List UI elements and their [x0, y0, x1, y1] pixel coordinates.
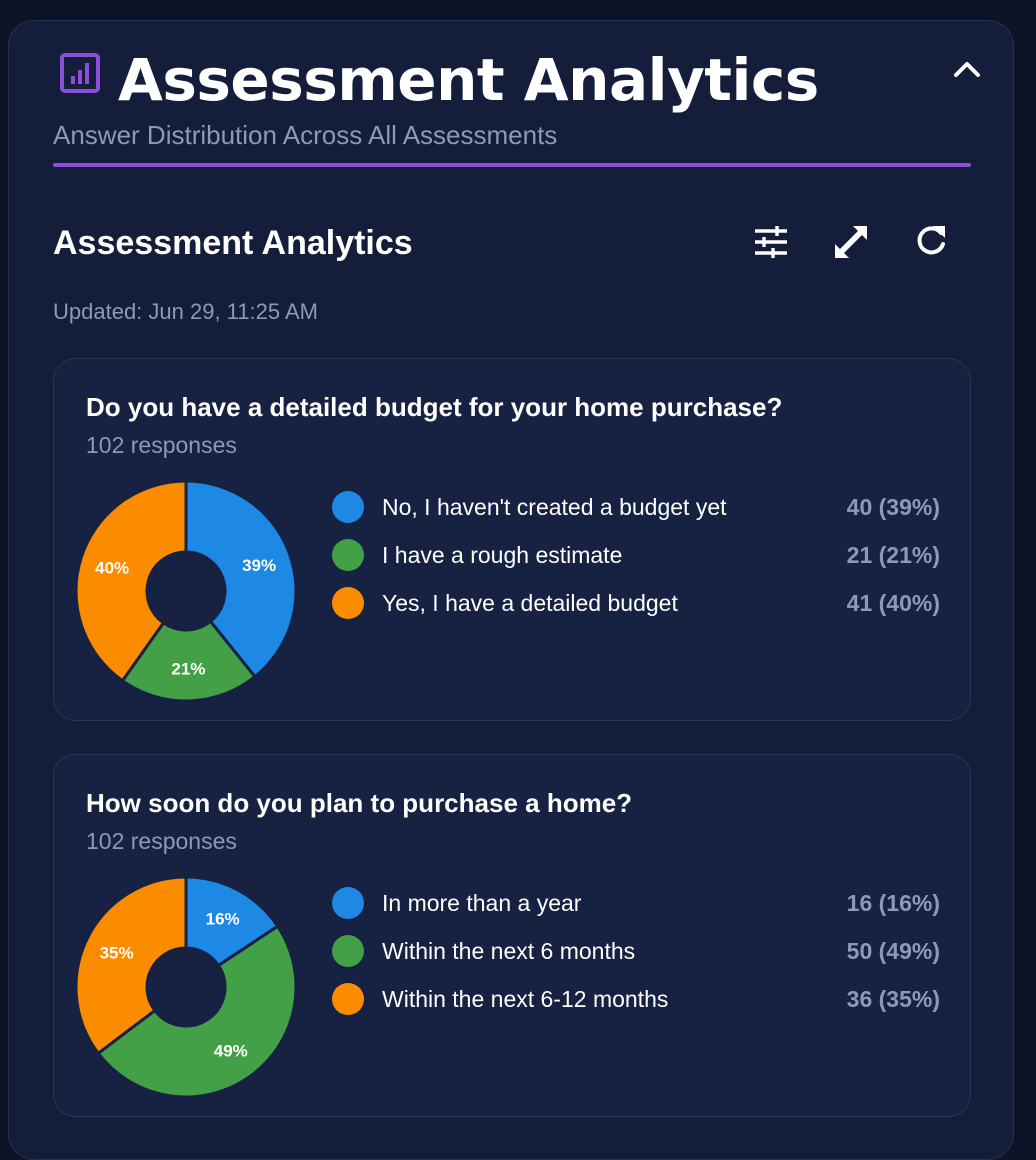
pie-slice — [96, 924, 298, 1099]
legend-value: 21 (21%) — [846, 542, 940, 568]
legend-item: Within the next 6 months 50 (49%) — [332, 933, 940, 969]
legend-swatch — [332, 491, 364, 523]
slice-label: 21% — [171, 659, 205, 678]
legend-label: Within the next 6 months — [382, 938, 636, 964]
question-title: How soon do you plan to purchase a home? — [86, 788, 633, 818]
filter-sliders-icon[interactable] — [751, 222, 791, 262]
legend-item: Within the next 6-12 months 36 (35%) — [332, 981, 940, 1017]
title-underline — [53, 163, 971, 167]
donut-chart: 39% 21% 40% — [74, 479, 298, 703]
chevron-up-icon[interactable] — [948, 52, 986, 86]
question-card: How soon do you plan to purchase a home?… — [53, 754, 971, 1117]
slice-label: 49% — [214, 1041, 248, 1060]
donut-chart: 16% 49% 35% — [74, 875, 298, 1099]
legend-label: No, I haven't created a budget yet — [382, 494, 727, 520]
legend-item: In more than a year 16 (16%) — [332, 885, 940, 921]
pie-slice — [74, 875, 188, 1056]
page-title: Assessment Analytics — [118, 46, 819, 114]
bar-chart-icon — [60, 53, 100, 93]
legend-swatch — [332, 539, 364, 571]
section-title: Assessment Analytics — [53, 224, 413, 262]
slice-label: 40% — [95, 559, 129, 578]
pie-slice — [184, 479, 298, 679]
legend-label: I have a rough estimate — [382, 542, 623, 568]
legend-value: 41 (40%) — [846, 590, 940, 616]
legend-swatch — [332, 587, 364, 619]
pie-slice — [184, 875, 280, 968]
expand-icon[interactable] — [831, 222, 871, 262]
legend-item: Yes, I have a detailed budget 41 (40%) — [332, 585, 940, 621]
legend-label: In more than a year — [382, 890, 582, 916]
response-count: 102 responses — [86, 432, 237, 458]
pie-slice — [74, 479, 188, 683]
legend-value: 36 (35%) — [846, 986, 940, 1012]
updated-timestamp: Updated: Jun 29, 11:25 AM — [53, 299, 318, 324]
slice-label: 35% — [100, 943, 134, 962]
legend-value: 40 (39%) — [846, 494, 940, 520]
slice-label: 16% — [206, 910, 240, 929]
page-subtitle: Answer Distribution Across All Assessmen… — [53, 120, 558, 150]
slice-label: 39% — [242, 556, 276, 575]
legend-item: I have a rough estimate 21 (21%) — [332, 537, 940, 573]
legend-item: No, I haven't created a budget yet 40 (3… — [332, 489, 940, 525]
question-title: Do you have a detailed budget for your h… — [86, 392, 783, 422]
legend-swatch — [332, 935, 364, 967]
refresh-icon[interactable] — [911, 222, 951, 262]
question-card: Do you have a detailed budget for your h… — [53, 358, 971, 721]
legend-value: 16 (16%) — [846, 890, 940, 916]
legend-value: 50 (49%) — [846, 938, 940, 964]
pie-slice — [120, 619, 258, 703]
response-count: 102 responses — [86, 828, 237, 854]
legend-label: Within the next 6-12 months — [382, 986, 669, 1012]
legend-swatch — [332, 983, 364, 1015]
legend-label: Yes, I have a detailed budget — [382, 590, 678, 616]
legend-swatch — [332, 887, 364, 919]
